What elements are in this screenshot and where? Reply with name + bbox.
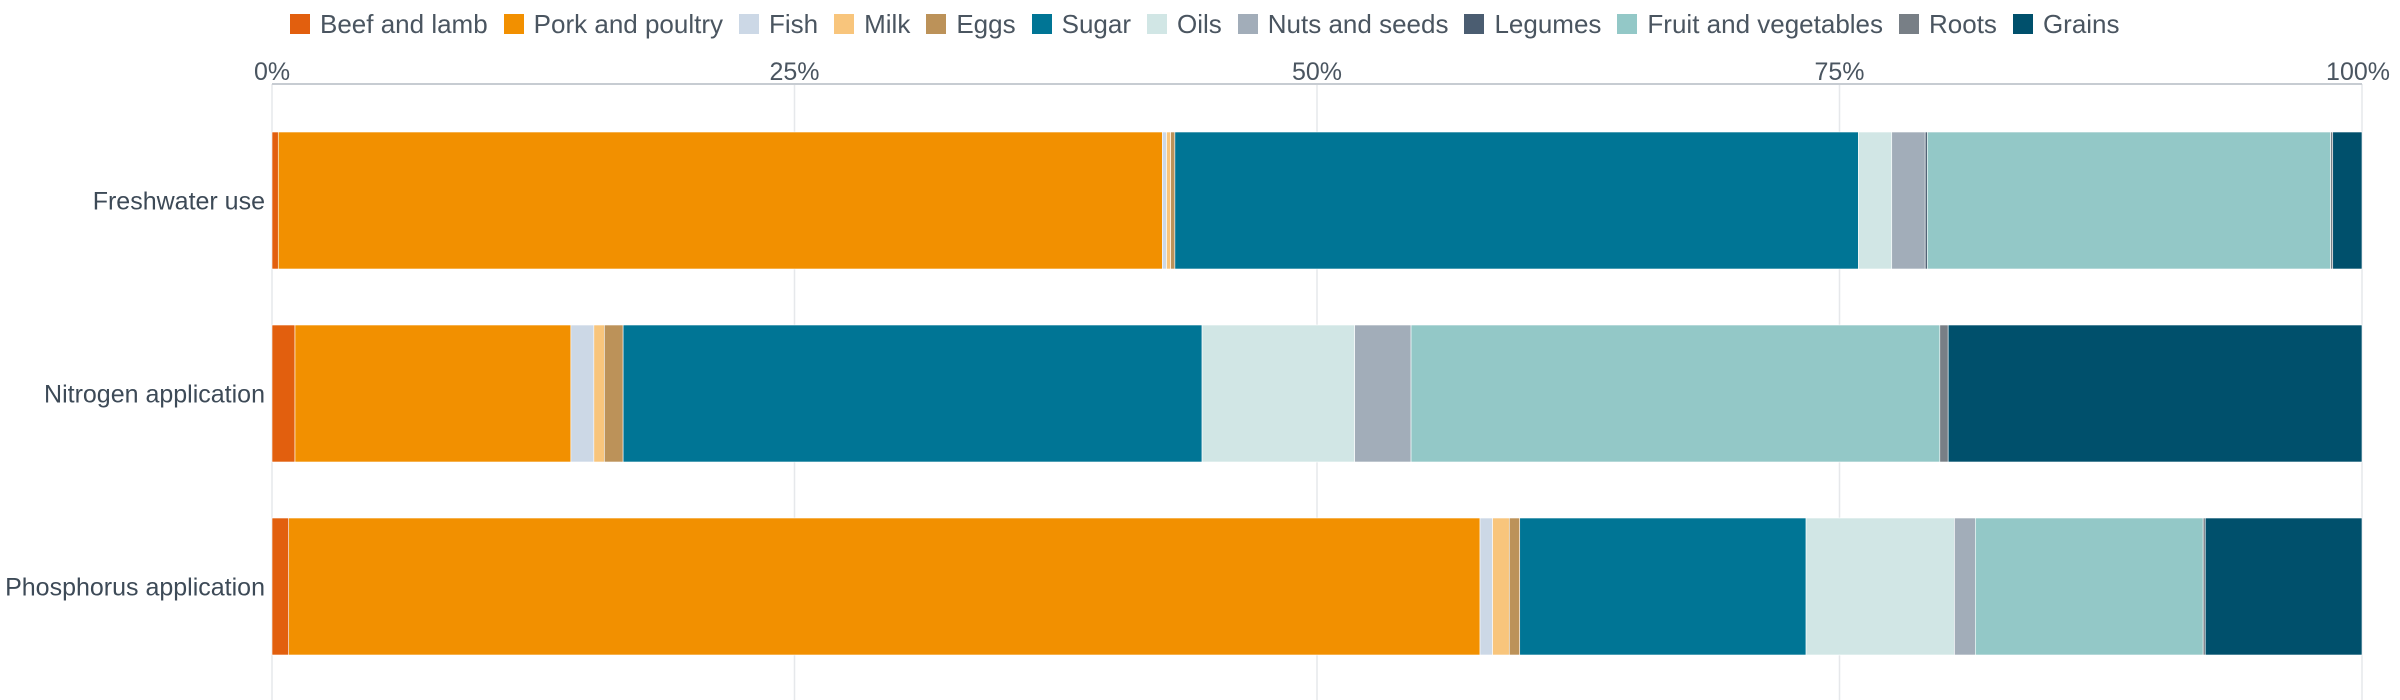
legend-label: Oils (1177, 8, 1222, 39)
legend-swatch (739, 14, 759, 34)
legend-swatch (1237, 14, 1258, 34)
bar-segment[interactable] (1492, 517, 1510, 656)
legend-label: Milk (864, 8, 911, 39)
legend-swatch (1464, 14, 1485, 34)
bar-segment[interactable] (593, 324, 605, 463)
legend-label: Eggs (956, 8, 1016, 39)
bar-segment[interactable] (1947, 324, 2363, 463)
x-tick-label: 50% (1292, 58, 1342, 86)
legend-label: Grains (2042, 8, 2120, 39)
bar-segment[interactable] (1954, 517, 1976, 656)
bar-segment[interactable] (2330, 131, 2334, 270)
legend-item[interactable]: Beef and lamb (290, 9, 488, 40)
bar-segment[interactable] (277, 131, 1163, 270)
bar-segment[interactable] (1891, 131, 1926, 270)
bar-segment[interactable] (2204, 517, 2363, 656)
bar-segment[interactable] (1410, 324, 1941, 463)
x-tick-label: 0% (254, 58, 290, 86)
bar-segment[interactable] (1174, 131, 1859, 270)
category-label: Phosphorus application (5, 574, 265, 602)
legend-item[interactable]: Milk (834, 9, 910, 40)
bar-segment[interactable] (1479, 517, 1493, 656)
bar-segment[interactable] (622, 324, 1203, 463)
bar-segment[interactable] (2202, 517, 2206, 656)
legend-label: Sugar (1061, 8, 1131, 39)
x-tick-label: 75% (1814, 58, 1864, 86)
legend-swatch (1899, 14, 1920, 34)
bar-segment[interactable] (288, 517, 1481, 656)
bar-segment[interactable] (1170, 131, 1176, 270)
legend-item[interactable]: Roots (1899, 9, 1997, 40)
bar-segment[interactable] (1975, 517, 2204, 656)
legend-swatch (503, 14, 524, 34)
bar-segment[interactable] (294, 324, 572, 463)
legend-item[interactable]: Grains (2012, 8, 2120, 40)
legend-label: Roots (1929, 8, 1997, 39)
bar-layer (271, 131, 2363, 656)
legend-swatch (1617, 14, 1638, 34)
bar-segment[interactable] (1354, 324, 1412, 463)
bar-segment[interactable] (1201, 324, 1355, 463)
bar-segment[interactable] (604, 324, 624, 463)
bar-segment[interactable] (2332, 131, 2363, 270)
legend-item[interactable]: Fish (739, 9, 818, 40)
legend-label: Pork and poultry (533, 8, 723, 39)
bar-segment[interactable] (1924, 131, 1928, 270)
bar-segment[interactable] (1166, 131, 1172, 270)
legend-label: Fruit and vegetables (1647, 8, 1884, 39)
category-label: Freshwater use (93, 188, 265, 216)
label-layer: 0% 25% 50% 75% 100% Freshwater use Nitrogen ap… (5, 58, 2390, 602)
legend-item[interactable]: Fruit and vegetables (1617, 9, 1883, 40)
bar-segment[interactable] (1508, 517, 1521, 656)
legend-item[interactable]: Legumes (1464, 9, 1601, 40)
legend-swatch (1031, 14, 1052, 34)
x-tick-label: 25% (769, 58, 819, 86)
bar-segment[interactable] (1858, 131, 1893, 270)
bar-segment[interactable] (1805, 517, 1955, 656)
legend-item[interactable]: Pork and poultry (503, 8, 723, 40)
legend-label: Legumes (1494, 8, 1602, 39)
legend-item[interactable]: Sugar (1031, 8, 1131, 40)
legend-swatch (1147, 14, 1167, 34)
bar-segment[interactable] (1519, 517, 1807, 656)
bar-segment[interactable] (271, 324, 296, 463)
x-tick-label: 100% (2326, 58, 2390, 86)
bar-segment[interactable] (271, 517, 290, 656)
legend-label: Beef and lamb (320, 8, 488, 39)
bar-segment[interactable] (570, 324, 595, 463)
legend-swatch (290, 14, 310, 34)
bar-segment[interactable] (1162, 131, 1167, 270)
legend-swatch (926, 14, 947, 34)
legend-swatch (2012, 14, 2033, 34)
category-label: Nitrogen application (44, 381, 265, 409)
chart-legend: Beef and lamb Pork and poultry Fish Milk Egg… (290, 8, 2136, 40)
legend-label: Fish (769, 8, 819, 39)
legend-swatch (834, 14, 855, 34)
legend-label: Nuts and seeds (1267, 8, 1449, 39)
legend-item[interactable]: Eggs (926, 8, 1016, 40)
bar-segment[interactable] (271, 131, 279, 270)
legend-item[interactable]: Oils (1147, 9, 1222, 40)
bar-segment[interactable] (1926, 131, 2331, 270)
legend-item[interactable]: Nuts and seeds (1237, 8, 1449, 40)
bar-segment[interactable] (1939, 324, 1949, 463)
